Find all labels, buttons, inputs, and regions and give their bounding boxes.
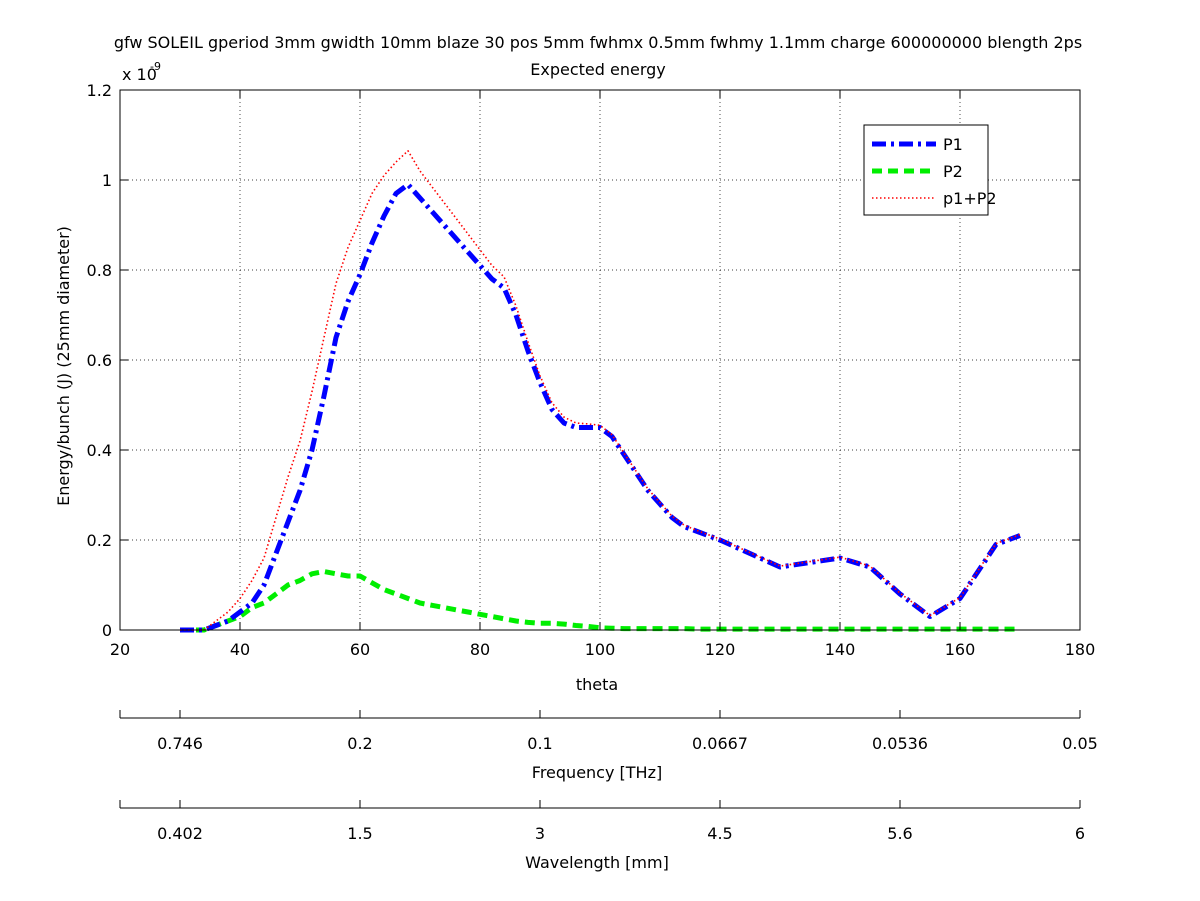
grid-lines [120, 90, 1080, 630]
x-tick-label: 20 [110, 640, 130, 659]
secondary-tick-label: 0.05 [1062, 734, 1098, 753]
legend-label: P2 [943, 162, 963, 181]
y-tick-label: 0.8 [87, 261, 112, 280]
y-tick-label: 1 [102, 171, 112, 190]
y-tick-label: 0.2 [87, 531, 112, 550]
secondary-axis-label: Frequency [THz] [532, 763, 662, 782]
chart-title: gfw SOLEIL gperiod 3mm gwidth 10mm blaze… [114, 33, 1082, 52]
secondary-tick-label: 0.0667 [692, 734, 748, 753]
x-tick-label: 160 [945, 640, 976, 659]
secondary-tick-label: 0.746 [157, 734, 203, 753]
x-axis-label: theta [576, 675, 618, 694]
y-tick-label: 0 [102, 621, 112, 640]
x-tick-label: 80 [470, 640, 490, 659]
series-line-1 [180, 182, 1021, 633]
x-tick-label: 100 [585, 640, 616, 659]
secondary-tick-label: 1.5 [347, 824, 372, 843]
series-line-3 [180, 150, 1021, 631]
y-tick-label: 1.2 [87, 81, 112, 100]
axis-ticks: 20 40 60 80 100 120 140 160 180 0 0.2 0.4 0.6 0.8 1 1.2 [87, 81, 1096, 659]
secondary-tick-label: 0.0536 [872, 734, 928, 753]
secondary-tick-label: 3 [535, 824, 545, 843]
plot-series [180, 150, 1021, 633]
y-axis-label: Energy/bunch (J) (25mm diameter) [54, 226, 73, 506]
legend-items: P1 P2 p1+P2 [872, 135, 997, 208]
legend-label: P1 [943, 135, 963, 154]
y-tick-label: 0.6 [87, 351, 112, 370]
x-tick-label: 60 [350, 640, 370, 659]
x-tick-label: 40 [230, 640, 250, 659]
y-exponent-label: x 10 [122, 65, 157, 84]
x-tick-label: 120 [705, 640, 736, 659]
y-tick-label: 0.4 [87, 441, 112, 460]
secondary-tick-label: 4.5 [707, 824, 732, 843]
y-exponent-power: -9 [150, 60, 161, 73]
secondary-axis-label: Wavelength [mm] [525, 853, 669, 872]
secondary-tick-label: 5.6 [887, 824, 912, 843]
legend: P1 P2 p1+P2 [863, 124, 997, 216]
secondary-tick-label: 6 [1075, 824, 1085, 843]
chart-subtitle: Expected energy [530, 60, 665, 79]
x-tick-label: 180 [1065, 640, 1096, 659]
secondary-axes: 0.746 0.2 0.1 0.0667 0.0536 0.05 Frequency [TH… [119, 710, 1098, 872]
secondary-tick-label: 0.402 [157, 824, 203, 843]
secondary-tick-label: 0.1 [527, 734, 552, 753]
x-tick-label: 140 [825, 640, 856, 659]
series-line-2 [180, 569, 1020, 633]
legend-label: p1+P2 [943, 189, 997, 208]
secondary-tick-label: 0.2 [347, 734, 372, 753]
